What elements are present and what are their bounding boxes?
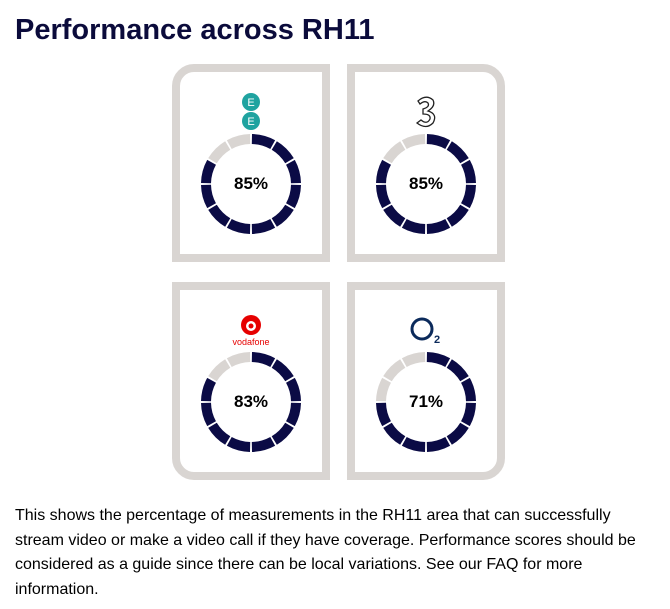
ring-segment-empty: [383, 141, 406, 164]
svg-text:2: 2: [434, 334, 440, 345]
three-logo-icon: [355, 90, 497, 134]
ring-segment-filled: [426, 352, 451, 368]
score-label: 85%: [408, 174, 444, 193]
score-label: 85%: [233, 174, 269, 193]
svg-text:E: E: [247, 97, 254, 109]
ring-segment-filled: [285, 184, 301, 209]
ring-segment-filled: [271, 204, 294, 227]
ring-segment-filled: [285, 377, 301, 402]
score-label: 71%: [408, 392, 444, 411]
ring-segment-filled: [383, 204, 406, 227]
ring-segment-filled: [460, 402, 476, 427]
ring-segment-empty: [208, 359, 231, 382]
ring-segment-filled: [460, 377, 476, 402]
ring-segment-filled: [376, 184, 392, 209]
ring-segment-filled: [226, 218, 251, 234]
svg-text:E: E: [247, 116, 254, 128]
ring-segment-filled: [383, 422, 406, 445]
ring-segment-empty: [383, 359, 406, 382]
ring-segment-filled: [251, 352, 276, 368]
ring-segment-filled: [226, 436, 251, 452]
ring-segment-filled: [401, 218, 426, 234]
score-ring: [376, 352, 476, 452]
operator-card-vodafone: vodafone 83%: [172, 282, 330, 480]
ring-segment-empty: [401, 134, 426, 150]
vodafone-logo-icon: vodafone: [180, 308, 322, 352]
ring-segment-filled: [401, 436, 426, 452]
ring-segment-filled: [271, 359, 294, 382]
ring-segment-empty: [401, 352, 426, 368]
ring-segment-filled: [201, 159, 217, 184]
ring-segment-filled: [426, 134, 451, 150]
score-ring: [201, 134, 301, 234]
ring-segment-empty: [226, 352, 251, 368]
ring-segment-filled: [426, 218, 451, 234]
ring-segment-filled: [201, 184, 217, 209]
ring-segment-filled: [208, 422, 231, 445]
ring-segment-filled: [460, 159, 476, 184]
operator-card-three: 85%: [347, 64, 505, 262]
vodafone-logo-text: vodafone: [232, 336, 270, 347]
score-ring: [201, 352, 301, 452]
ring-segment-filled: [201, 402, 217, 427]
o2-logo-icon: 2: [355, 308, 497, 352]
ring-segment-filled: [426, 436, 451, 452]
ring-segment-filled: [201, 377, 217, 402]
ring-segment-filled: [208, 204, 231, 227]
ring-segment-filled: [251, 436, 276, 452]
ring-segment-empty: [208, 141, 231, 164]
page-title: Performance across RH11: [15, 14, 375, 46]
ring-segment-filled: [271, 141, 294, 164]
operator-card-o2: 2 71%: [347, 282, 505, 480]
ring-segment-filled: [251, 134, 276, 150]
ring-segment-filled: [446, 141, 469, 164]
ring-segment-filled: [446, 204, 469, 227]
ring-segment-empty: [226, 134, 251, 150]
ring-segment-filled: [376, 402, 392, 427]
score-ring: [376, 134, 476, 234]
ring-segment-filled: [271, 422, 294, 445]
ring-segment-filled: [285, 402, 301, 427]
ring-segment-filled: [446, 422, 469, 445]
ring-segment-empty: [376, 377, 392, 402]
ring-segment-filled: [251, 218, 276, 234]
ring-segment-filled: [376, 159, 392, 184]
ring-segment-filled: [460, 184, 476, 209]
ring-segment-filled: [285, 159, 301, 184]
score-label: 83%: [233, 392, 269, 411]
description-text: This shows the percentage of measurement…: [15, 507, 636, 598]
ring-segment-filled: [446, 359, 469, 382]
